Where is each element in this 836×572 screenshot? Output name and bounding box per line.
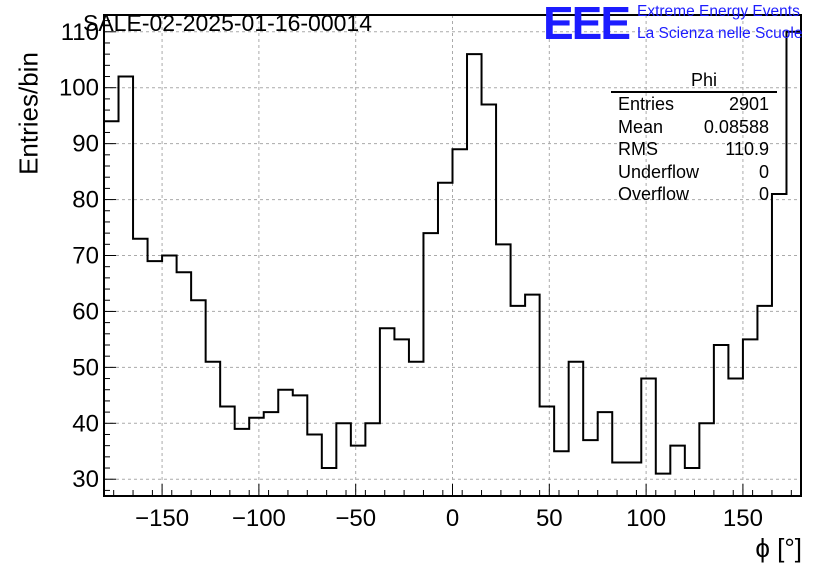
stats-row-overflow: Overflow 0 — [611, 183, 777, 206]
x-tick-label: 100 — [626, 505, 666, 532]
stats-row-underflow: Underflow 0 — [611, 161, 777, 184]
x-axis-label: ϕ [°] — [755, 533, 802, 563]
x-axis-ticks: −150 −100 −50 0 50 100 150 — [113, 484, 792, 532]
stats-key: Entries — [618, 94, 675, 114]
stats-separator — [611, 91, 777, 93]
histogram-step-line — [104, 30, 802, 475]
stats-value: 0 — [758, 161, 769, 182]
y-axis-ticks: 30 40 50 60 70 80 90 100 110 — [59, 19, 116, 493]
y-tick-label: 110 — [61, 19, 99, 46]
y-tick-label: 80 — [72, 187, 99, 214]
stats-key: RMS — [618, 139, 658, 160]
y-tick-label: 60 — [72, 298, 99, 325]
x-tick-label: 150 — [723, 505, 763, 532]
x-tick-label: −50 — [335, 505, 376, 532]
stats-title: Phi — [690, 70, 717, 90]
histogram-title: SALE-02-2025-01-16-00014 — [83, 10, 372, 36]
stats-box: Phi Entries 2901 Mean 0.08588 RMS 110.9 Und… — [611, 69, 777, 206]
x-tick-label: 50 — [536, 505, 563, 532]
eee-logo: EEE — [543, 0, 631, 49]
y-tick-label: 50 — [72, 354, 99, 381]
y-axis-label: Entries/bin — [13, 52, 44, 175]
stats-key: Underflow — [618, 161, 700, 182]
stats-row-rms: RMS 110.9 — [611, 138, 777, 161]
logo-subtitle-line2: La Scienza nelle Scuole — [637, 25, 803, 42]
x-tick-label: 0 — [446, 505, 459, 532]
y-tick-label: 30 — [72, 466, 99, 493]
x-tick-label: −150 — [135, 505, 189, 532]
x-tick-label: −100 — [232, 505, 286, 532]
y-tick-label: 70 — [72, 243, 99, 270]
stats-key: Mean — [618, 116, 664, 137]
y-tick-label: 40 — [72, 410, 99, 437]
stats-value: 0.08588 — [703, 116, 769, 137]
y-tick-label: 90 — [72, 131, 99, 158]
stats-key: Overflow — [618, 184, 690, 205]
stats-value: 110.9 — [725, 139, 769, 160]
logo-subtitle-line1: Extreme Energy Events — [637, 3, 800, 20]
y-tick-label: 100 — [59, 75, 99, 102]
stats-value: 0 — [758, 184, 769, 205]
stats-value: 2901 — [728, 94, 769, 114]
stats-row-entries: Entries 2901 — [611, 93, 777, 116]
stats-row-mean: Mean 0.08588 — [611, 116, 777, 139]
